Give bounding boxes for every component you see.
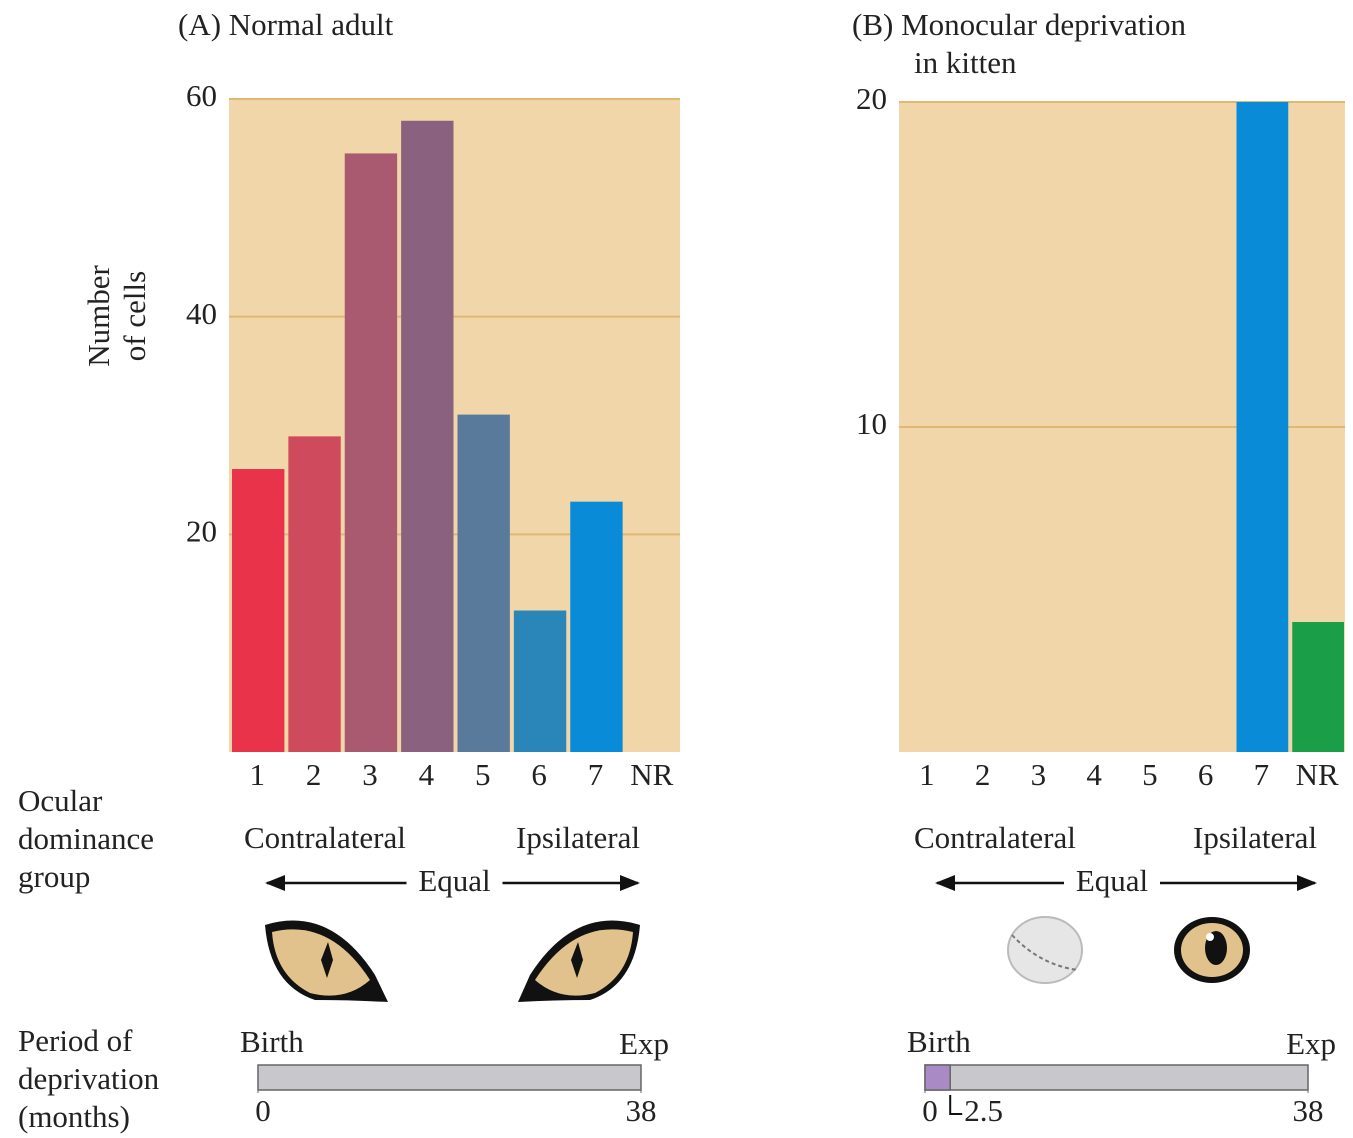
y-tick-label: 20 [186, 513, 217, 548]
eye-sutured [1008, 917, 1082, 983]
row-label: Period of [18, 1023, 133, 1058]
y-tick-label: 60 [186, 78, 217, 113]
row-label: dominance [18, 821, 154, 856]
timeline-tick-label: 0 [255, 1093, 271, 1128]
bar [288, 436, 340, 752]
x-tick-label: NR [630, 757, 673, 792]
x-tick-label: 2 [306, 757, 322, 792]
bar [1237, 102, 1289, 752]
bar [232, 469, 284, 752]
x-tick-label: 4 [419, 757, 435, 792]
x-tick-label: 1 [249, 757, 265, 792]
x-tick-label: 6 [1198, 757, 1214, 792]
row-label: group [18, 859, 90, 894]
row-label: (months) [18, 1099, 130, 1134]
y-tick-label: 20 [856, 81, 887, 116]
figure: Oculardominancegroup Period ofdeprivation… [0, 0, 1353, 1138]
timeline-bar [258, 1065, 641, 1090]
timeline-tick-label: 0 [922, 1093, 938, 1128]
x-tick-label: 1 [919, 757, 935, 792]
x-tick-label: 5 [1142, 757, 1158, 792]
row-label: deprivation [18, 1061, 160, 1096]
bar [345, 153, 397, 752]
y-tick-label: 10 [856, 406, 887, 441]
row-label: Ocular [18, 783, 103, 818]
x-tick-label: 7 [1254, 757, 1270, 792]
timeline-tick-label: 38 [626, 1093, 657, 1128]
eye-right [518, 921, 640, 1002]
annotation: Ipsilateral [1193, 820, 1317, 855]
timeline-start: Birth [240, 1024, 304, 1059]
x-tick-label: 2 [975, 757, 991, 792]
y-tick-label: 40 [186, 296, 217, 331]
annotation: Equal [1076, 863, 1148, 898]
eye-open [1174, 917, 1250, 983]
annotation: Ipsilateral [516, 820, 640, 855]
y-axis-label: of cells [117, 271, 152, 361]
chart-title: in kitten [914, 45, 1017, 80]
annotation: Equal [418, 863, 490, 898]
x-tick-label: 3 [1031, 757, 1047, 792]
bar [514, 611, 566, 752]
annotation: Contralateral [914, 820, 1076, 855]
timeline-bar [925, 1065, 1308, 1090]
timeline-end: Exp [1286, 1026, 1336, 1061]
x-tick-label: NR [1296, 757, 1339, 792]
y-axis-label: Number [81, 265, 116, 367]
eye-left [265, 921, 388, 1002]
bar [401, 121, 453, 752]
x-tick-label: 7 [588, 757, 604, 792]
timeline-start: Birth [907, 1024, 971, 1059]
x-tick-label: 3 [362, 757, 378, 792]
x-tick-label: 5 [475, 757, 491, 792]
chart-title: (B) Monocular deprivation [852, 7, 1187, 42]
bar [458, 415, 510, 752]
annotation: Contralateral [244, 820, 406, 855]
x-tick-label: 4 [1086, 757, 1102, 792]
timeline-tick-label: 2.5 [964, 1093, 1003, 1128]
timeline-tick-label: 38 [1293, 1093, 1324, 1128]
tick-arrow [950, 1095, 962, 1114]
chart-title: (A) Normal adult [178, 7, 394, 42]
bar [1292, 622, 1344, 752]
deprivation-period [925, 1065, 950, 1090]
bar [570, 502, 622, 752]
timeline-end: Exp [619, 1026, 669, 1061]
x-tick-label: 6 [531, 757, 547, 792]
